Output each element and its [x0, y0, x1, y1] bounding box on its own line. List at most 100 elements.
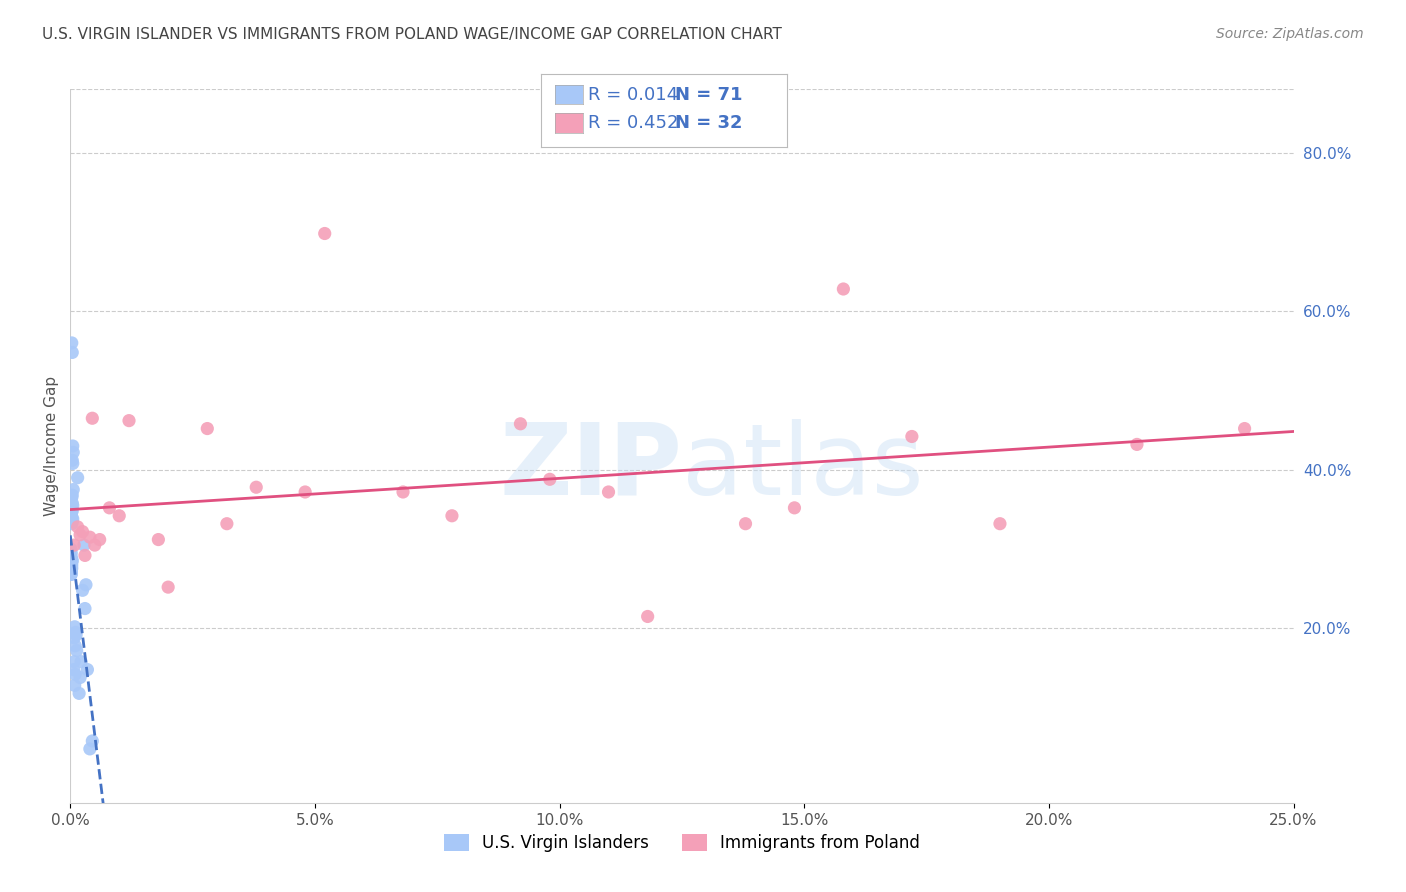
Point	[83, 538, 105, 552]
Point	[63, 639, 86, 653]
Point	[60, 335, 83, 350]
Point	[67, 686, 90, 700]
Text: Source: ZipAtlas.com: Source: ZipAtlas.com	[1216, 27, 1364, 41]
Point	[79, 530, 101, 544]
Point	[62, 439, 84, 453]
Point	[62, 499, 84, 513]
Point	[79, 742, 101, 756]
Point	[60, 558, 83, 572]
Point	[60, 551, 83, 566]
Point	[72, 524, 94, 539]
Point	[60, 514, 83, 528]
Point	[108, 508, 131, 523]
Point	[783, 500, 806, 515]
Point	[59, 562, 82, 576]
Point	[1233, 421, 1256, 435]
Point	[73, 538, 96, 552]
Point	[59, 557, 82, 571]
Point	[59, 542, 82, 557]
Point	[69, 528, 91, 542]
Point	[59, 561, 82, 575]
Point	[98, 500, 121, 515]
Point	[63, 678, 86, 692]
Point	[62, 483, 84, 497]
Point	[82, 734, 104, 748]
Point	[60, 554, 83, 568]
Point	[245, 480, 267, 494]
Point	[59, 561, 82, 575]
Point	[60, 496, 83, 510]
Point	[509, 417, 531, 431]
Point	[59, 558, 82, 572]
Point	[637, 609, 659, 624]
Point	[62, 663, 84, 677]
Point	[60, 554, 83, 568]
Point	[66, 643, 89, 657]
Point	[734, 516, 756, 531]
Point	[62, 445, 84, 459]
Point	[60, 504, 83, 518]
Point	[60, 557, 83, 571]
Text: U.S. VIRGIN ISLANDER VS IMMIGRANTS FROM POLAND WAGE/INCOME GAP CORRELATION CHART: U.S. VIRGIN ISLANDER VS IMMIGRANTS FROM …	[42, 27, 782, 42]
Point	[60, 345, 83, 359]
Point	[60, 561, 83, 575]
Point	[60, 566, 83, 580]
Point	[59, 563, 82, 577]
Point	[82, 411, 104, 425]
Point	[73, 549, 96, 563]
Point	[440, 508, 463, 523]
Point	[60, 491, 83, 505]
Point	[63, 667, 86, 681]
Point	[60, 502, 83, 516]
Point	[59, 559, 82, 574]
Point	[392, 485, 415, 500]
Point	[60, 546, 83, 560]
Point	[63, 655, 86, 669]
Point	[59, 549, 82, 564]
Point	[60, 566, 83, 580]
Point	[59, 567, 82, 582]
Point	[988, 516, 1011, 531]
Point	[65, 625, 87, 640]
Point	[66, 520, 89, 534]
Point	[215, 516, 238, 531]
Point	[66, 471, 89, 485]
Point	[148, 533, 170, 547]
Point	[60, 453, 83, 467]
Point	[62, 512, 84, 526]
Text: ZIP: ZIP	[499, 419, 682, 516]
Point	[63, 631, 86, 645]
Text: atlas: atlas	[682, 419, 924, 516]
Point	[59, 562, 82, 576]
Point	[60, 488, 83, 502]
Point	[59, 559, 82, 574]
Point	[195, 421, 218, 435]
Point	[60, 557, 83, 571]
Point	[60, 558, 83, 572]
Text: N = 32: N = 32	[675, 114, 742, 132]
Point	[1126, 437, 1149, 451]
Point	[832, 282, 855, 296]
Point	[60, 567, 83, 582]
Legend: U.S. Virgin Islanders, Immigrants from Poland: U.S. Virgin Islanders, Immigrants from P…	[437, 827, 927, 859]
Point	[157, 580, 180, 594]
Point	[538, 472, 561, 486]
Point	[63, 620, 86, 634]
Point	[69, 671, 91, 685]
Point	[62, 457, 84, 471]
Point	[60, 510, 83, 524]
Point	[60, 554, 83, 568]
Point	[70, 655, 93, 669]
Point	[65, 628, 87, 642]
Point	[59, 559, 82, 574]
Point	[59, 512, 82, 526]
Point	[60, 516, 83, 531]
Point	[598, 485, 620, 500]
Point	[75, 578, 97, 592]
Point	[314, 227, 336, 241]
Point	[60, 507, 83, 521]
Point	[60, 508, 83, 523]
Point	[901, 429, 924, 443]
Point	[60, 563, 83, 577]
Text: R = 0.452: R = 0.452	[588, 114, 678, 132]
